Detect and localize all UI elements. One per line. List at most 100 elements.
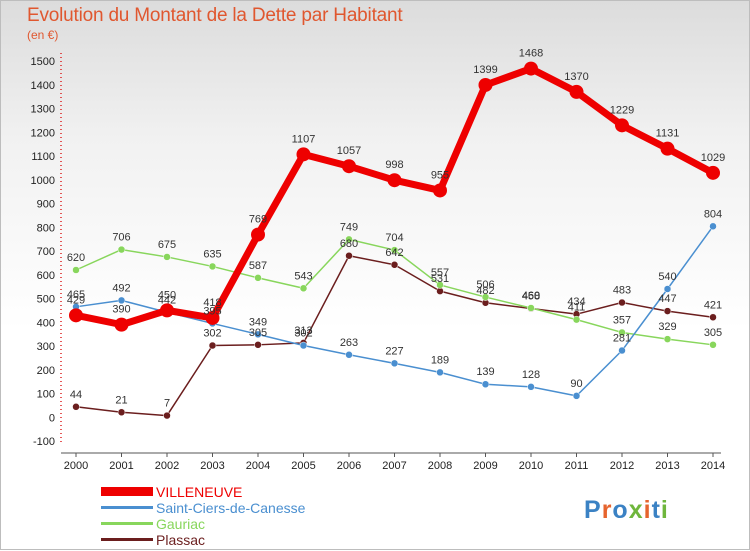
chart-title: Evolution du Montant de la Dette par Hab… bbox=[27, 5, 403, 26]
data-label: 1399 bbox=[473, 64, 497, 76]
x-tick-label: 2010 bbox=[519, 460, 543, 472]
y-tick-label: 300 bbox=[37, 341, 55, 353]
data-point bbox=[706, 165, 720, 180]
data-point bbox=[387, 173, 402, 188]
data-point bbox=[663, 307, 672, 315]
data-label: 543 bbox=[294, 270, 312, 282]
data-label: 492 bbox=[112, 282, 130, 294]
data-point bbox=[69, 308, 83, 323]
data-label: 418 bbox=[203, 297, 221, 309]
data-point bbox=[618, 298, 626, 307]
legend: VILLENEUVESaint-Ciers-de-CanesseGauriacP… bbox=[101, 484, 306, 548]
y-tick-label: 200 bbox=[37, 365, 55, 377]
data-point bbox=[660, 141, 675, 156]
data-label: 1029 bbox=[701, 152, 725, 164]
data-point bbox=[615, 118, 629, 133]
data-point bbox=[390, 359, 399, 368]
data-label: 434 bbox=[567, 296, 585, 308]
data-label: 769 bbox=[249, 214, 267, 226]
data-point bbox=[481, 380, 490, 388]
data-point bbox=[208, 341, 217, 350]
data-point bbox=[345, 351, 353, 359]
data-point bbox=[390, 246, 399, 254]
y-tick-label: 800 bbox=[37, 222, 55, 234]
x-tick-label: 2004 bbox=[246, 460, 270, 472]
y-tick-label: 900 bbox=[37, 199, 55, 211]
x-tick-label: 2008 bbox=[428, 460, 452, 472]
data-point bbox=[117, 296, 126, 305]
data-point bbox=[345, 252, 353, 260]
legend-swatch bbox=[101, 487, 153, 496]
data-label: 465 bbox=[67, 289, 85, 301]
data-label: 442 bbox=[158, 294, 176, 306]
data-label: 587 bbox=[249, 260, 267, 272]
y-tick-label: 400 bbox=[37, 317, 55, 329]
data-label: 680 bbox=[340, 238, 358, 250]
y-tick-label: 100 bbox=[37, 389, 55, 401]
data-label: 1107 bbox=[292, 133, 316, 145]
data-point bbox=[618, 328, 626, 337]
legend-swatch bbox=[101, 522, 153, 525]
data-point bbox=[296, 147, 311, 162]
data-point bbox=[618, 346, 626, 355]
y-tick-label: 0 bbox=[49, 412, 55, 424]
data-point bbox=[436, 368, 444, 377]
data-label: 189 bbox=[431, 354, 449, 366]
data-label: 21 bbox=[115, 394, 127, 406]
data-point bbox=[663, 335, 672, 343]
data-label: 329 bbox=[658, 321, 676, 333]
data-label: 411 bbox=[568, 302, 586, 314]
y-tick-label: 1000 bbox=[31, 175, 55, 187]
data-label: 642 bbox=[385, 247, 403, 259]
data-label: 458 bbox=[522, 290, 540, 302]
data-label: 305 bbox=[704, 327, 722, 339]
data-point bbox=[709, 222, 717, 231]
data-point bbox=[345, 235, 353, 244]
data-label: 506 bbox=[476, 279, 494, 291]
y-tick-label: 700 bbox=[37, 246, 55, 258]
data-label: 635 bbox=[203, 248, 221, 260]
data-point bbox=[163, 411, 171, 420]
data-label: 557 bbox=[431, 267, 449, 279]
legend-label: Saint-Ciers-de-Canesse bbox=[156, 500, 306, 516]
x-tick-label: 2002 bbox=[155, 460, 179, 472]
data-label: 305 bbox=[249, 327, 267, 339]
data-label: 450 bbox=[158, 289, 176, 301]
data-point bbox=[114, 317, 129, 332]
x-tick-label: 2009 bbox=[473, 460, 497, 472]
data-label: 429 bbox=[67, 294, 85, 306]
y-tick-label: 1500 bbox=[31, 56, 55, 68]
x-tick-label: 2005 bbox=[291, 460, 315, 472]
data-point bbox=[709, 313, 717, 322]
data-label: 675 bbox=[158, 239, 176, 251]
data-label: 804 bbox=[704, 208, 722, 220]
data-label: 139 bbox=[476, 366, 494, 378]
x-tick-label: 2012 bbox=[610, 460, 634, 472]
data-label: 90 bbox=[570, 378, 582, 390]
x-tick-label: 2006 bbox=[337, 460, 361, 472]
data-point bbox=[72, 403, 80, 411]
data-point bbox=[299, 341, 308, 350]
data-label: 531 bbox=[431, 273, 449, 285]
data-label: 302 bbox=[294, 328, 312, 340]
data-point bbox=[117, 245, 126, 254]
data-label: 7 bbox=[164, 398, 170, 410]
data-label: 540 bbox=[658, 271, 676, 283]
y-tick-label: 500 bbox=[37, 294, 55, 306]
data-label: 227 bbox=[385, 345, 403, 357]
data-label: 390 bbox=[112, 304, 130, 316]
data-label: 44 bbox=[70, 389, 82, 401]
data-label: 460 bbox=[522, 290, 540, 302]
data-point bbox=[478, 77, 493, 92]
data-label: 302 bbox=[203, 328, 221, 340]
data-label: 620 bbox=[67, 252, 85, 264]
data-label: 482 bbox=[476, 285, 494, 297]
data-label: 955 bbox=[431, 169, 449, 181]
y-tick-label: 1400 bbox=[31, 80, 55, 92]
data-label: 421 bbox=[704, 299, 722, 311]
data-point bbox=[527, 383, 535, 391]
legend-swatch bbox=[101, 538, 153, 541]
x-tick-label: 2007 bbox=[382, 460, 406, 472]
data-point bbox=[436, 281, 444, 289]
